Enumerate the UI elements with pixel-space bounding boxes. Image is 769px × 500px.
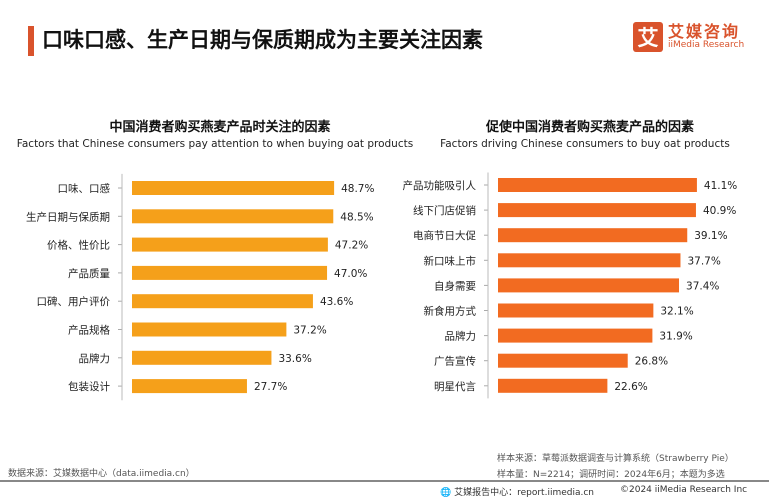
value-label: 48.5% — [340, 211, 373, 223]
report-text: 艾媒报告中心：report.iimedia.cn — [454, 488, 594, 498]
category-label: 口碑、用户评价 — [37, 295, 111, 308]
bar — [498, 353, 628, 368]
category-label: 生产日期与保质期 — [26, 210, 110, 223]
right-chart-title: 促使中国消费者购买燕麦产品的因素 — [485, 120, 694, 135]
value-label: 47.0% — [334, 268, 367, 280]
category-label: 价格、性价比 — [47, 239, 110, 252]
page-title: 口味口感、生产日期与保质期成为主要关注因素 — [42, 28, 483, 52]
value-label: 26.8% — [635, 356, 668, 368]
category-label: 明星代言 — [434, 380, 476, 393]
value-label: 47.2% — [335, 240, 368, 252]
category-label: 新食用方式 — [424, 305, 477, 318]
title-accent-bar — [28, 26, 34, 56]
category-label: 新口味上市 — [424, 254, 477, 267]
category-label: 自身需要 — [434, 279, 476, 292]
value-label: 22.6% — [614, 381, 647, 393]
value-label: 27.7% — [254, 381, 287, 393]
value-label: 32.1% — [660, 306, 693, 318]
sample-source: 样本来源：草莓派数据调查与计算系统（Strawberry Pie） — [497, 454, 734, 464]
category-label: 线下门店促销 — [413, 204, 476, 217]
globe-icon: 🌐 — [440, 488, 452, 498]
value-label: 37.2% — [293, 325, 326, 337]
left-chart-subtitle: Factors that Chinese consumers pay atten… — [16, 138, 414, 150]
value-label: 37.7% — [687, 255, 720, 267]
bar — [132, 379, 247, 394]
bar — [132, 294, 313, 309]
value-label: 37.4% — [686, 280, 719, 292]
logo-en: iiMedia Research — [668, 40, 745, 50]
value-label: 41.1% — [704, 180, 737, 192]
left-chart-title: 中国消费者购买燕麦产品时关注的因素 — [109, 120, 331, 135]
bar — [498, 203, 696, 218]
value-label: 43.6% — [320, 296, 353, 308]
bar — [132, 209, 334, 224]
footer-divider — [0, 480, 769, 482]
bar — [132, 181, 335, 195]
bar — [498, 328, 653, 343]
value-label: 48.7% — [341, 183, 374, 195]
value-label: 40.9% — [703, 205, 736, 217]
bar — [132, 350, 272, 365]
bar — [498, 228, 688, 243]
right-chart-subtitle: Factors driving Chinese consumers to buy… — [440, 138, 730, 150]
logo-cn: 艾媒咨询 — [668, 22, 741, 41]
category-label: 广告宣传 — [434, 355, 476, 368]
category-label: 口味、口感 — [58, 182, 111, 195]
value-label: 31.9% — [659, 331, 692, 343]
category-label: 电商节日大促 — [413, 229, 476, 242]
value-label: 33.6% — [278, 353, 311, 365]
bar — [498, 253, 681, 268]
value-label: 39.1% — [694, 230, 727, 242]
category-label: 产品功能吸引人 — [403, 179, 477, 192]
sample-info: 样本量：N=2214；调研时间：2024年6月；本题为多选 — [497, 470, 725, 480]
logo: 艾 艾媒咨询 iiMedia Research — [633, 22, 744, 52]
bar — [498, 178, 697, 192]
category-label: 产品规格 — [68, 324, 110, 337]
data-source: 数据来源：艾媒数据中心（data.iimedia.cn） — [8, 469, 195, 479]
bar — [132, 265, 328, 280]
copyright: ©2024 iiMedia Research Inc — [620, 485, 748, 495]
bar — [498, 278, 680, 293]
bar — [132, 237, 328, 252]
category-label: 产品质量 — [68, 267, 110, 280]
report-link[interactable]: 🌐 艾媒报告中心：report.iimedia.cn — [440, 485, 594, 498]
logo-mark: 艾 — [633, 22, 663, 52]
bar — [132, 322, 287, 337]
bar — [498, 378, 608, 393]
category-label: 品牌力 — [79, 352, 111, 365]
category-label: 品牌力 — [445, 330, 477, 343]
category-label: 包装设计 — [68, 380, 110, 393]
bar — [498, 303, 654, 318]
